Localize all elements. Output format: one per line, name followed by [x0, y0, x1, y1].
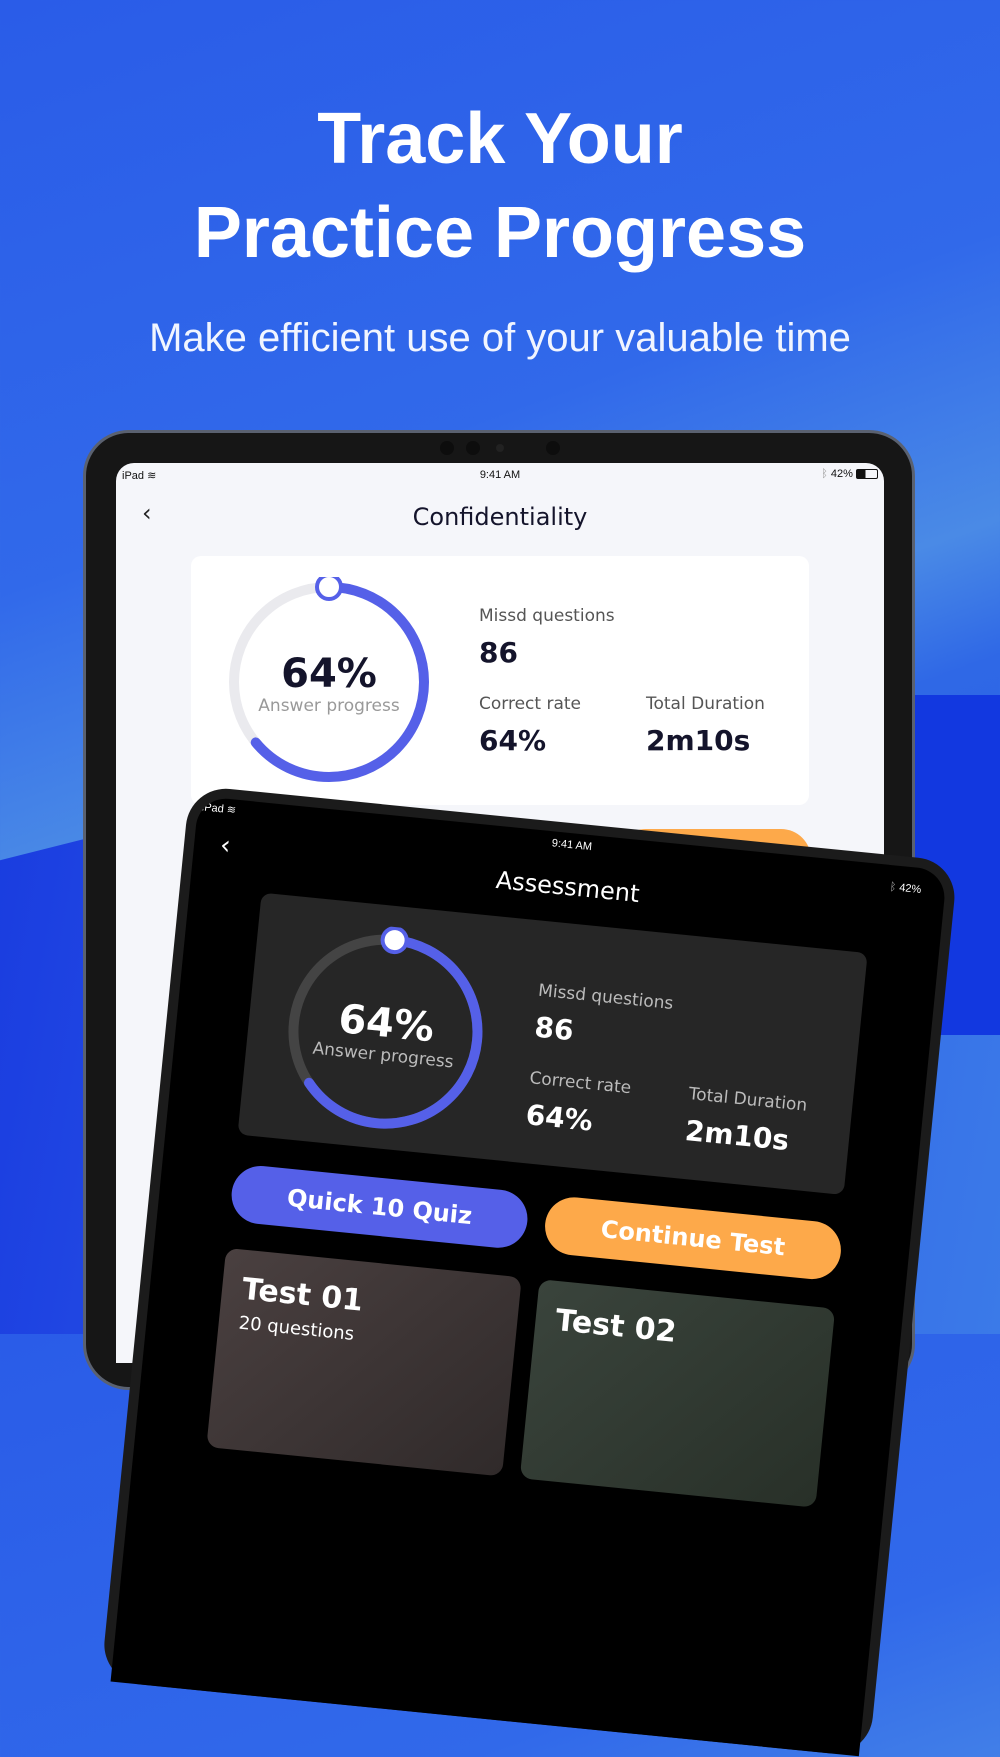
headline-line2: Practice Progress	[193, 193, 807, 273]
progress-ring	[229, 577, 429, 782]
duration-label: Total Duration	[687, 1084, 809, 1116]
camera-dot	[466, 441, 480, 455]
headline: Track Your Practice Progress	[0, 92, 1000, 280]
status-battery: ᛒ 42%	[821, 468, 878, 480]
stats-card: 64% Answer progress Missd questions 86 C…	[191, 556, 809, 805]
duration-label: Total Duration	[646, 694, 765, 714]
percent-label: Answer progress	[258, 696, 400, 716]
camera-dot	[546, 441, 560, 455]
ring-knob	[380, 926, 409, 955]
test-card[interactable]: Test 01 20 questions	[206, 1247, 522, 1477]
duration-value: 2m10s	[646, 724, 751, 757]
front-tablet: iPad ≋ 9:41 AM ᛒ 42% ‹ Assessment 64% An…	[100, 785, 959, 1757]
quick-quiz-button[interactable]: Quick 10 Quiz	[228, 1163, 531, 1251]
correct-label: Correct rate	[479, 694, 581, 714]
wifi-icon: ≋	[147, 470, 157, 482]
status-battery: ᛒ 42%	[889, 881, 922, 897]
bluetooth-icon: ᛒ	[821, 468, 828, 480]
back-button[interactable]: ‹	[142, 499, 152, 527]
missed-label: Missd questions	[479, 606, 615, 626]
missed-value: 86	[479, 636, 518, 669]
ring-knob	[315, 577, 343, 601]
correct-value: 64%	[524, 1098, 595, 1138]
headline-line1: Track Your	[317, 99, 683, 179]
correct-label: Correct rate	[528, 1068, 633, 1099]
page-title: Confidentiality	[412, 503, 588, 531]
missed-value: 86	[533, 1010, 576, 1048]
camera-dot	[440, 441, 454, 455]
progress-ring	[288, 926, 483, 1129]
duration-value: 2m10s	[683, 1113, 791, 1158]
status-time: 9:41 AM	[479, 469, 521, 481]
bluetooth-icon: ᛒ	[889, 881, 897, 894]
camera-lens	[496, 444, 504, 452]
percent-value: 64%	[281, 651, 377, 697]
test-name: Test 02	[553, 1303, 678, 1350]
test-card[interactable]: Test 02	[519, 1279, 836, 1508]
stats-card: 64% Answer progress Missd questions 86 C…	[237, 892, 868, 1195]
front-screen: iPad ≋ 9:41 AM ᛒ 42% ‹ Assessment 64% An…	[110, 795, 948, 1757]
subtitle: Make efficient use of your valuable time	[149, 316, 851, 360]
missed-label: Missd questions	[537, 980, 675, 1015]
continue-test-button[interactable]: Continue Test	[542, 1194, 844, 1282]
correct-value: 64%	[479, 724, 547, 757]
battery-icon	[856, 469, 878, 480]
status-device: iPad ≋	[122, 470, 157, 482]
